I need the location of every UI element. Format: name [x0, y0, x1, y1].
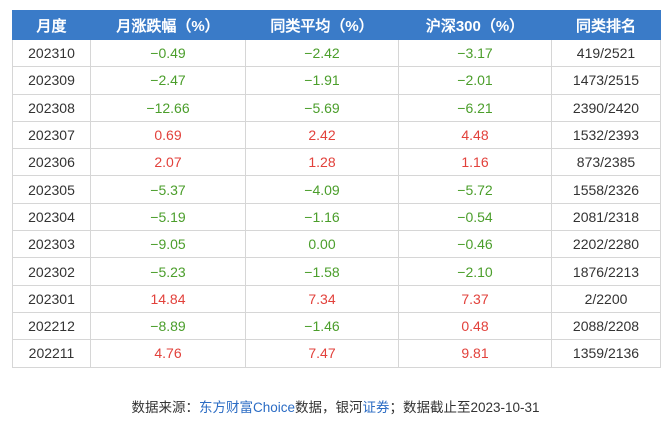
table-cell: 202307: [12, 120, 91, 150]
table-cell: 2081/2318: [551, 202, 661, 232]
table-cell: 202211: [12, 339, 91, 368]
header-row: 月度 月涨跌幅（%） 同类平均（%） 沪深300（%） 同类排名: [12, 10, 661, 40]
table-cell: −0.54: [398, 202, 552, 232]
table-cell: 7.34: [245, 284, 399, 313]
table-cell: −5.37: [90, 175, 246, 204]
table-cell: −5.69: [245, 93, 399, 122]
table-cell: 2088/2208: [551, 311, 661, 341]
table-row: 202305 −5.37 −4.09 −5.72 1558/2326: [12, 175, 661, 204]
table-cell: 202301: [12, 284, 91, 313]
table-cell: 202306: [12, 148, 91, 177]
footer-text: 数据，银河: [294, 400, 363, 415]
table-row: 202309 −2.47 −1.91 −2.01 1473/2515: [12, 66, 661, 95]
table-cell: 2390/2420: [551, 93, 661, 122]
footer-text: ；数据截止至2023-10-31: [389, 400, 540, 415]
table-body: 202310 −0.49 −2.42 −3.17 419/2521 202309 −2.47…: [12, 38, 661, 368]
table-cell: 2/2200: [551, 284, 661, 313]
table-row: 202308 −12.66 −5.69 −6.21 2390/2420: [12, 93, 661, 122]
table-cell: 0.69: [90, 120, 246, 150]
table-cell: 1.16: [398, 148, 552, 177]
table-row: 202304 −5.19 −1.16 −0.54 2081/2318: [12, 202, 661, 232]
table-cell: 1558/2326: [551, 175, 661, 204]
table-cell: −5.19: [90, 202, 246, 232]
footer-link[interactable]: 证券: [362, 400, 390, 415]
performance-table: 月度 月涨跌幅（%） 同类平均（%） 沪深300（%） 同类排名 202310 −0.49…: [12, 10, 661, 368]
table-cell: 1876/2213: [551, 257, 661, 286]
table-cell: 202305: [12, 175, 91, 204]
table-row: 202302 −5.23 −1.58 −2.10 1876/2213: [12, 257, 661, 286]
table-row: 202212 −8.89 −1.46 0.48 2088/2208: [12, 311, 661, 341]
table-cell: −2.47: [90, 66, 246, 95]
table-cell: −2.01: [398, 66, 552, 95]
table-cell: 202304: [12, 202, 91, 232]
table-cell: −2.10: [398, 257, 552, 286]
table-row: 202301 14.84 7.34 7.37 2/2200: [12, 284, 661, 313]
table-cell: −0.46: [398, 230, 552, 259]
table-cell: −1.91: [245, 66, 399, 95]
table-row: 202307 0.69 2.42 4.48 1532/2393: [12, 120, 661, 150]
table-row: 202306 2.07 1.28 1.16 873/2385: [12, 148, 661, 177]
table-cell: 0.00: [245, 230, 399, 259]
table-cell: 873/2385: [551, 148, 661, 177]
table-cell: 2.42: [245, 120, 399, 150]
table-cell: 7.47: [245, 339, 399, 368]
table-cell: −5.23: [90, 257, 246, 286]
table-cell: −3.17: [398, 38, 552, 68]
table-cell: 202309: [12, 66, 91, 95]
table-row: 202211 4.76 7.47 9.81 1359/2136: [12, 339, 661, 368]
table-cell: 2.07: [90, 148, 246, 177]
table-cell: 9.81: [398, 339, 552, 368]
header-cell: 月度: [12, 10, 91, 40]
table-cell: −12.66: [90, 93, 246, 122]
table-cell: −1.58: [245, 257, 399, 286]
header-cell: 沪深300（%）: [398, 10, 552, 40]
table-cell: −0.49: [90, 38, 246, 68]
table-cell: 1359/2136: [551, 339, 661, 368]
table-cell: 202303: [12, 230, 91, 259]
table-cell: 14.84: [90, 284, 246, 313]
table-cell: −2.42: [245, 38, 399, 68]
table-cell: 202212: [12, 311, 91, 341]
table-cell: −1.16: [245, 202, 399, 232]
footer-link[interactable]: 东方财富Choice: [198, 400, 295, 415]
table-cell: 1.28: [245, 148, 399, 177]
table-cell: 4.76: [90, 339, 246, 368]
table-cell: −5.72: [398, 175, 552, 204]
table-row: 202310 −0.49 −2.42 −3.17 419/2521: [12, 38, 661, 68]
table-cell: 7.37: [398, 284, 552, 313]
table-row: 202303 −9.05 0.00 −0.46 2202/2280: [12, 230, 661, 259]
table-cell: 4.48: [398, 120, 552, 150]
table-cell: 2202/2280: [551, 230, 661, 259]
table-cell: −6.21: [398, 93, 552, 122]
table-cell: 1473/2515: [551, 66, 661, 95]
table-cell: 1532/2393: [551, 120, 661, 150]
header-cell: 同类平均（%）: [245, 10, 399, 40]
table-cell: 202302: [12, 257, 91, 286]
table-cell: 202308: [12, 93, 91, 122]
table-cell: 419/2521: [551, 38, 661, 68]
table-cell: −8.89: [90, 311, 246, 341]
table-cell: 202310: [12, 38, 91, 68]
table-cell: −4.09: [245, 175, 399, 204]
table-cell: 0.48: [398, 311, 552, 341]
header-cell: 月涨跌幅（%）: [90, 10, 246, 40]
header-cell: 同类排名: [551, 10, 661, 40]
table-cell: −1.46: [245, 311, 399, 341]
table-cell: −9.05: [90, 230, 246, 259]
footer: 数据来源：东方财富Choice数据，银河证券；数据截止至2023-10-31: [0, 396, 671, 416]
footer-text: 数据来源：: [131, 400, 199, 415]
